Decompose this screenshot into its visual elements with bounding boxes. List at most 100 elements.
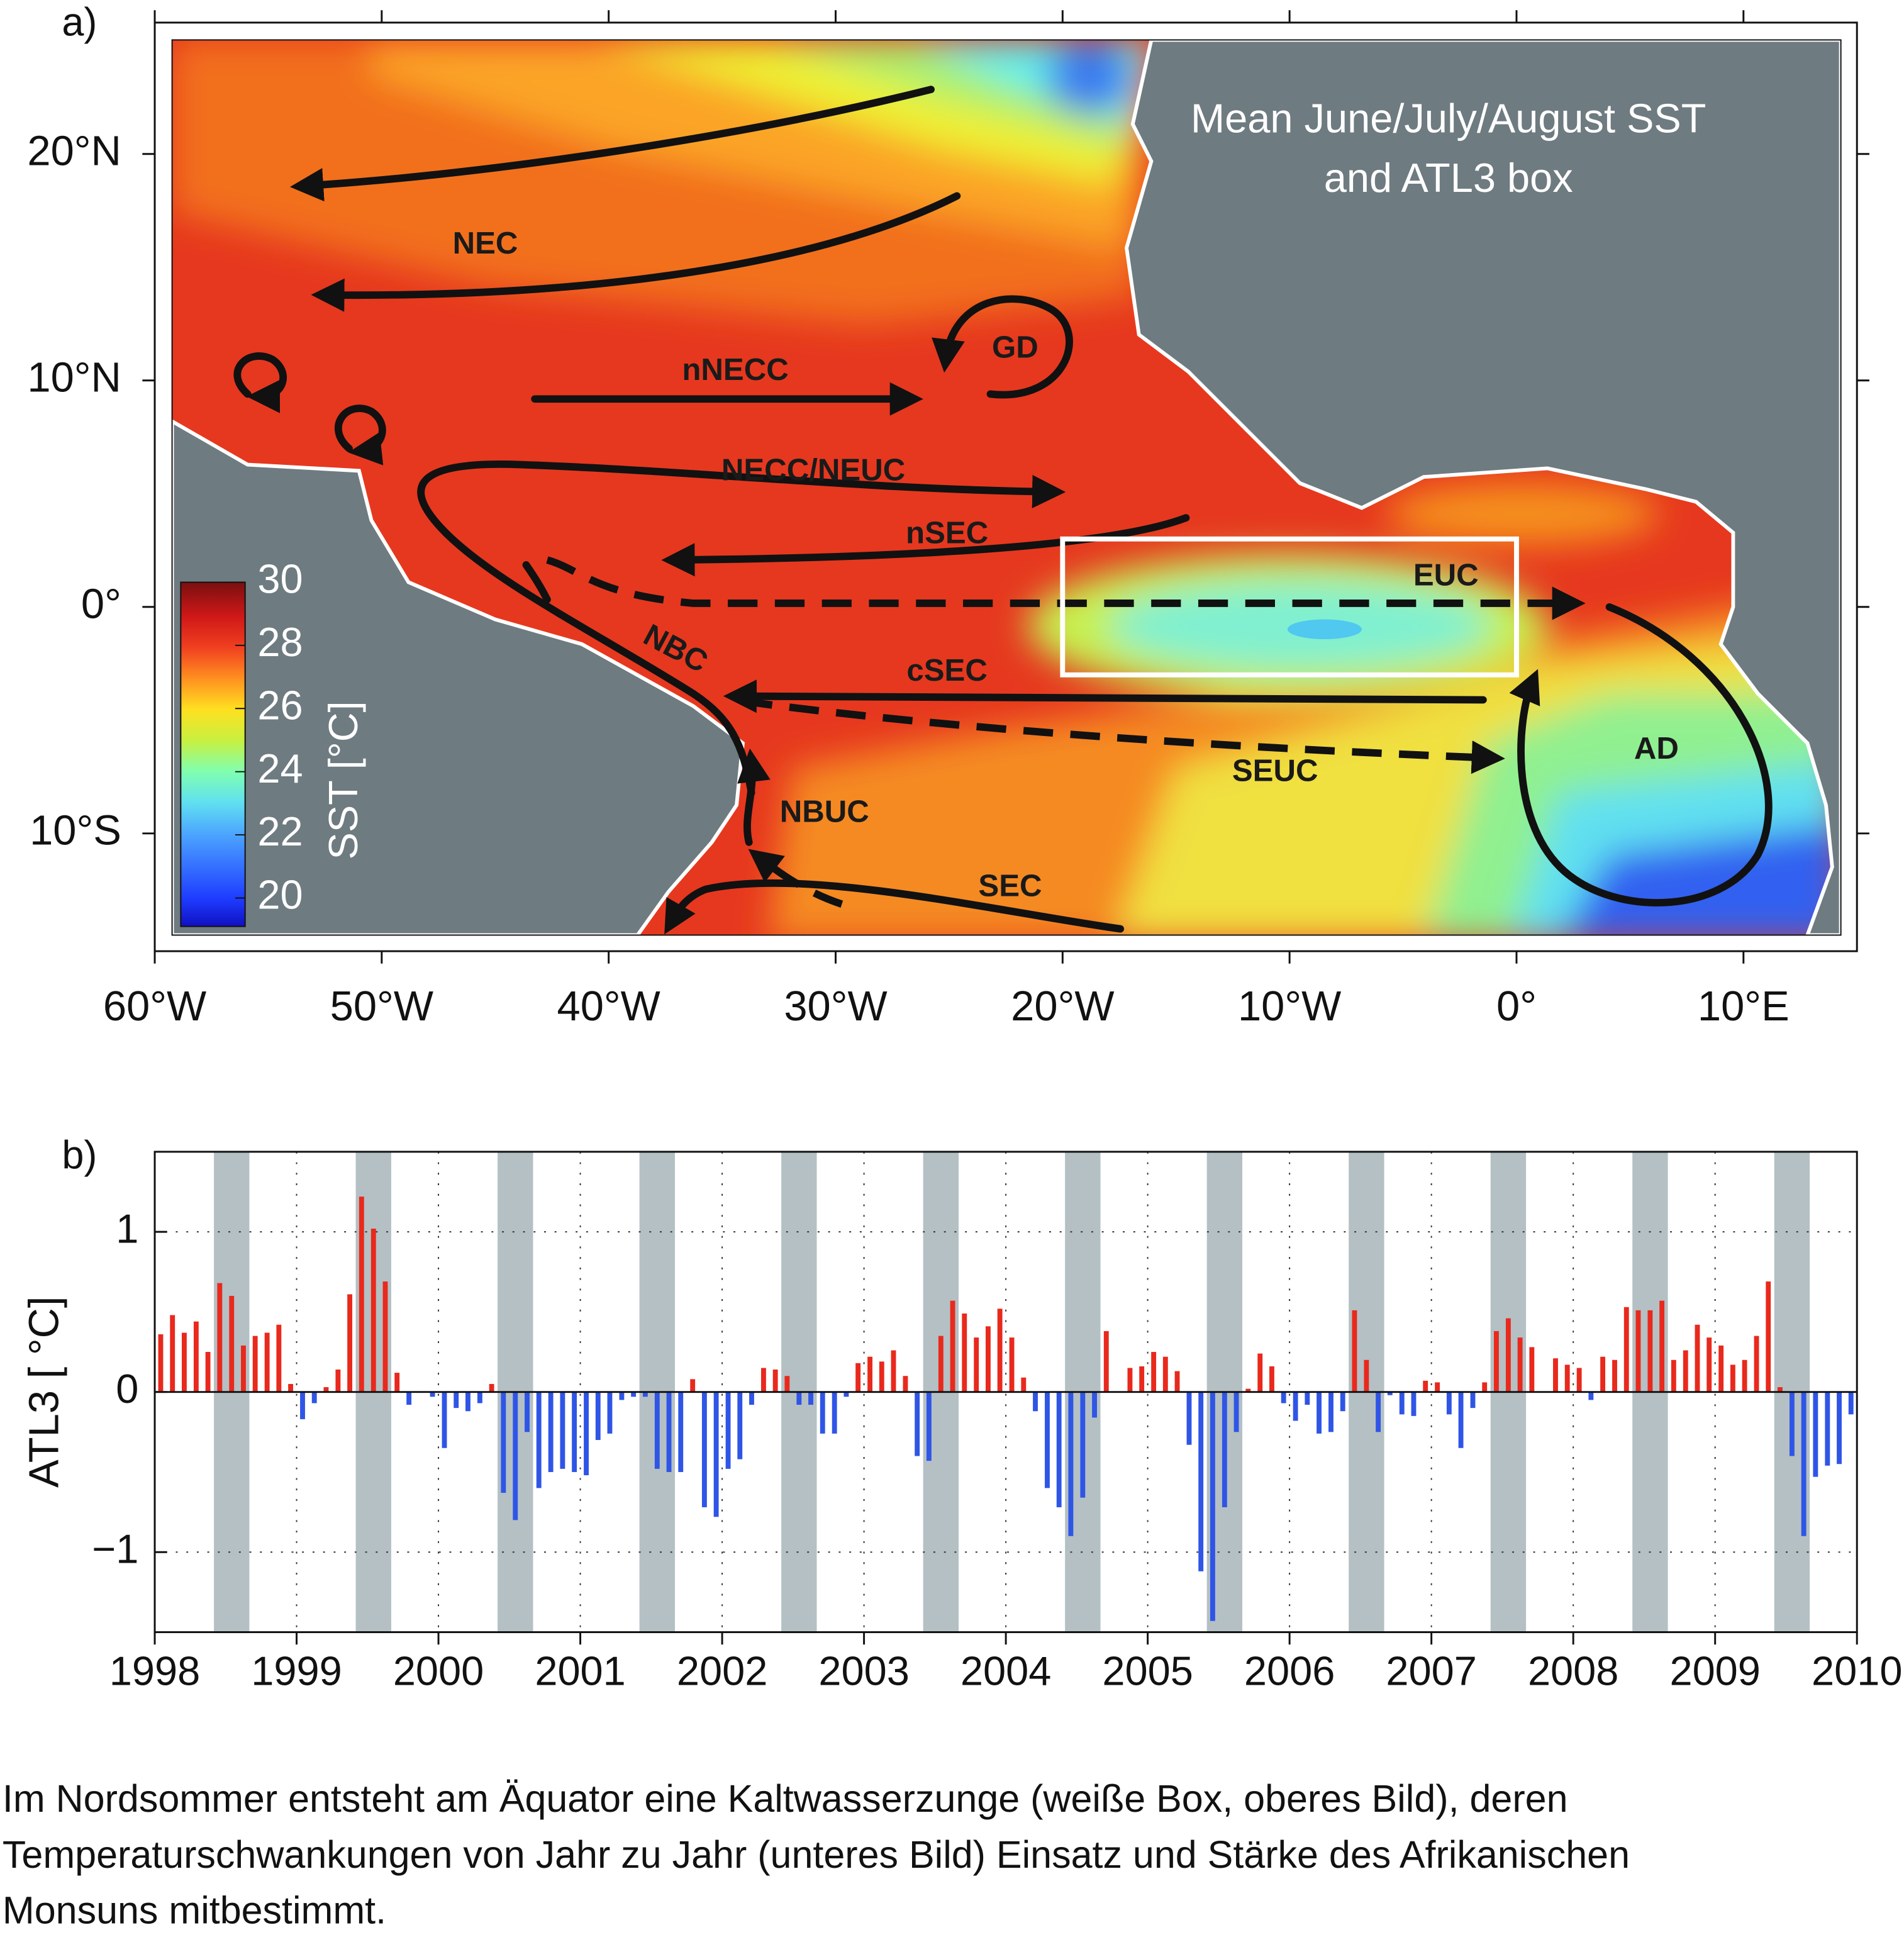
bar — [1553, 1358, 1558, 1392]
x-tick-label: 2004 — [960, 1648, 1051, 1694]
colorbar-tick-label: 26 — [257, 682, 303, 728]
bar — [1186, 1392, 1192, 1445]
bar — [1446, 1392, 1452, 1415]
bar — [985, 1326, 991, 1392]
panel-label: b) — [62, 1133, 97, 1177]
bar — [193, 1321, 199, 1392]
bar — [1789, 1392, 1795, 1456]
bar — [725, 1392, 731, 1469]
bar — [619, 1392, 625, 1400]
bar — [749, 1392, 754, 1405]
bar — [654, 1392, 660, 1469]
bar — [525, 1392, 530, 1432]
bar — [737, 1392, 743, 1459]
x-tick-label: 50°W — [330, 983, 433, 1030]
bar — [1529, 1347, 1535, 1392]
bar — [903, 1376, 908, 1392]
y-tick-label: 0 — [116, 1366, 138, 1412]
colorbar-label: SST [°C] — [320, 701, 366, 859]
bar — [1494, 1331, 1499, 1392]
bar — [181, 1332, 187, 1392]
bar — [1671, 1359, 1676, 1392]
x-tick-label: 2006 — [1244, 1648, 1335, 1694]
bar — [974, 1337, 979, 1392]
x-tick-label: 2001 — [535, 1648, 625, 1694]
bar — [406, 1392, 412, 1405]
current-label: nNECC — [682, 352, 788, 387]
bar — [335, 1370, 341, 1392]
bar — [465, 1392, 470, 1412]
bar — [642, 1392, 648, 1397]
bar — [1411, 1392, 1417, 1416]
bar — [1470, 1392, 1476, 1409]
bar — [489, 1383, 494, 1392]
bar — [370, 1229, 376, 1392]
current-label: GD — [992, 330, 1038, 364]
bar — [430, 1392, 435, 1397]
bar — [701, 1392, 707, 1507]
bar — [1564, 1364, 1570, 1392]
bar — [1056, 1392, 1062, 1507]
bar — [1813, 1392, 1818, 1477]
bar — [1695, 1324, 1700, 1392]
bar — [1151, 1352, 1157, 1392]
bar — [217, 1283, 223, 1392]
bar — [595, 1392, 601, 1441]
bar — [997, 1309, 1003, 1392]
bar — [1482, 1382, 1488, 1392]
bar — [832, 1392, 837, 1434]
atl3-box — [1060, 536, 1519, 678]
bar — [760, 1368, 766, 1392]
x-tick-label: 1998 — [109, 1648, 200, 1694]
bar — [1233, 1392, 1239, 1432]
bar — [1068, 1392, 1074, 1536]
bar-frame — [153, 1151, 1858, 1633]
bar — [1612, 1359, 1617, 1392]
bar — [1399, 1392, 1405, 1415]
caption: Monsuns mitbestimmt. — [3, 1889, 386, 1931]
bar — [347, 1294, 353, 1392]
current-label: SEC — [978, 869, 1042, 903]
bar — [264, 1332, 270, 1392]
y-tick-label: 20°N — [27, 127, 121, 174]
bar — [772, 1370, 778, 1392]
x-tick-label: 1999 — [251, 1648, 342, 1694]
x-tick-label: 0° — [1496, 983, 1537, 1030]
bar — [1033, 1392, 1038, 1412]
bar — [1340, 1392, 1345, 1412]
current-label: NEC — [453, 226, 518, 260]
bar — [926, 1392, 932, 1461]
bar — [1387, 1392, 1393, 1395]
bar — [1174, 1371, 1180, 1392]
bar — [382, 1281, 388, 1392]
bar — [1600, 1356, 1606, 1392]
colorbar-tick-label: 20 — [257, 872, 303, 918]
colorbar — [180, 581, 246, 927]
y-tick-label: 10°N — [27, 354, 121, 401]
bar — [796, 1392, 802, 1405]
bar — [1222, 1392, 1227, 1507]
bar — [1683, 1350, 1688, 1392]
bar — [879, 1361, 884, 1392]
bar — [1623, 1307, 1629, 1392]
bar — [1659, 1300, 1665, 1392]
bar — [1505, 1318, 1511, 1392]
bar — [1766, 1281, 1771, 1392]
bar — [1139, 1366, 1145, 1392]
bar — [477, 1392, 482, 1403]
panel-label: a) — [62, 0, 97, 44]
bar — [666, 1392, 672, 1472]
bar — [1435, 1382, 1440, 1392]
bar — [1718, 1345, 1724, 1392]
y-tick-label: 0° — [81, 580, 121, 627]
x-tick-label: 2008 — [1528, 1648, 1618, 1694]
bar — [1257, 1353, 1263, 1392]
x-tick-label: 2002 — [677, 1648, 767, 1694]
bar — [300, 1392, 305, 1419]
bar — [158, 1334, 164, 1392]
bar — [1021, 1377, 1027, 1392]
bar — [867, 1356, 873, 1392]
x-tick-label: 30°W — [784, 983, 887, 1030]
bar — [205, 1352, 211, 1392]
